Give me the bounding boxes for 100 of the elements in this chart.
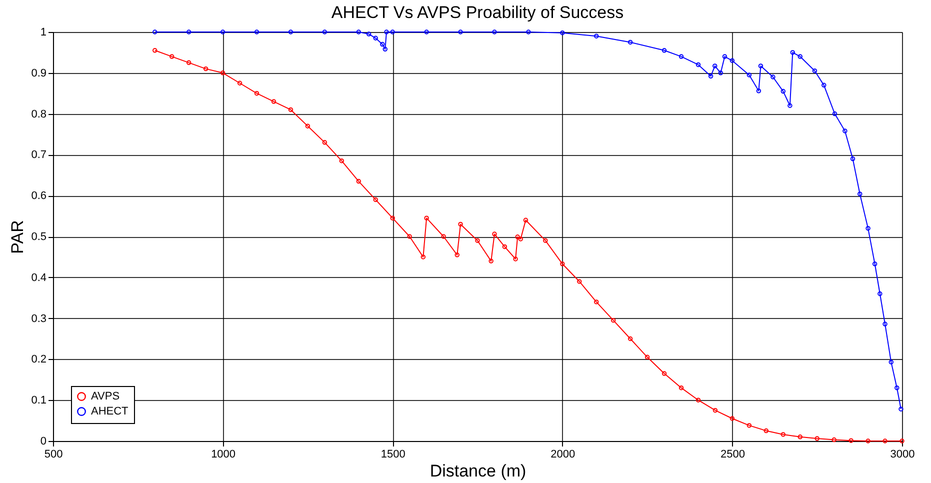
point — [780, 432, 786, 437]
point — [523, 218, 528, 223]
point — [220, 70, 226, 76]
y-tick-label: 0.2 — [31, 354, 46, 366]
x-tick-label: 2000 — [550, 448, 576, 460]
point — [492, 232, 497, 236]
point — [730, 416, 735, 421]
point — [758, 64, 764, 68]
point — [850, 156, 856, 162]
y-tick-label: 1 — [40, 26, 46, 38]
point — [798, 54, 802, 59]
point — [712, 408, 718, 413]
point — [458, 222, 463, 227]
point — [288, 30, 294, 34]
point — [894, 385, 900, 390]
point — [458, 30, 463, 34]
point — [610, 318, 616, 323]
y-tick-label: 0 — [40, 436, 46, 448]
point — [488, 258, 494, 264]
point — [424, 216, 429, 220]
y-tick-label: 0.3 — [31, 312, 46, 325]
x-axis-title: Distance (m) — [430, 462, 526, 480]
point — [882, 438, 888, 444]
point — [518, 236, 523, 242]
point — [788, 103, 792, 108]
point — [169, 54, 174, 59]
point — [756, 88, 762, 94]
x-tick-label: 1500 — [380, 448, 406, 460]
y-tick-label: 0.7 — [31, 149, 46, 162]
y-axis-title: PAR — [8, 220, 28, 254]
point — [186, 60, 192, 66]
point — [866, 226, 870, 231]
point — [712, 64, 718, 68]
point — [832, 111, 838, 116]
x-tick-label: 2500 — [720, 448, 745, 460]
point — [858, 192, 862, 196]
point — [237, 80, 242, 86]
point — [730, 58, 735, 63]
point — [322, 30, 328, 34]
y-tick-label: 0.1 — [31, 394, 46, 407]
point — [696, 62, 701, 68]
point — [878, 291, 882, 296]
point — [424, 30, 429, 34]
legend-label: AVPS — [91, 390, 120, 402]
point — [254, 90, 260, 96]
point — [322, 140, 328, 145]
y-tick-label: 0.5 — [31, 231, 46, 243]
point — [373, 197, 378, 202]
point — [822, 82, 826, 88]
point — [560, 262, 565, 266]
point — [356, 178, 362, 184]
x-tick-label: 1000 — [211, 448, 236, 460]
point — [770, 74, 776, 80]
y-tick-label: 0.6 — [31, 190, 46, 202]
point — [678, 385, 684, 390]
point — [790, 50, 796, 55]
point — [407, 234, 412, 239]
chart-title: AHECT Vs AVPS Proability of Success — [331, 3, 624, 22]
x-tick-label: 3000 — [890, 448, 915, 460]
point — [764, 428, 769, 434]
point — [356, 30, 362, 34]
point — [420, 254, 426, 260]
point — [366, 32, 372, 36]
point — [186, 30, 192, 34]
point — [271, 99, 276, 104]
point — [441, 234, 446, 239]
point — [475, 238, 480, 243]
point — [722, 54, 728, 59]
point — [382, 46, 388, 52]
legend-label: AHECT — [91, 406, 129, 418]
point — [644, 354, 650, 360]
point — [708, 74, 714, 79]
point — [502, 244, 508, 250]
point — [203, 66, 208, 72]
point — [842, 128, 848, 134]
point — [390, 30, 395, 34]
x-tick-label: 500 — [44, 448, 63, 460]
point — [560, 30, 565, 36]
point — [513, 256, 518, 262]
point — [696, 398, 701, 402]
point — [628, 40, 633, 45]
point — [866, 438, 870, 444]
point — [515, 234, 520, 240]
point — [492, 30, 497, 34]
point — [577, 279, 582, 284]
point — [288, 107, 294, 112]
y-tick-label: 0.8 — [31, 108, 46, 120]
point — [384, 30, 389, 34]
point — [380, 42, 385, 47]
point — [888, 360, 894, 364]
point — [832, 437, 836, 442]
point — [662, 48, 667, 53]
point — [254, 30, 260, 34]
point — [526, 30, 531, 34]
point — [373, 36, 378, 40]
point — [594, 34, 599, 38]
point — [305, 124, 310, 128]
point — [798, 434, 802, 440]
point — [454, 252, 460, 258]
point — [848, 438, 854, 443]
